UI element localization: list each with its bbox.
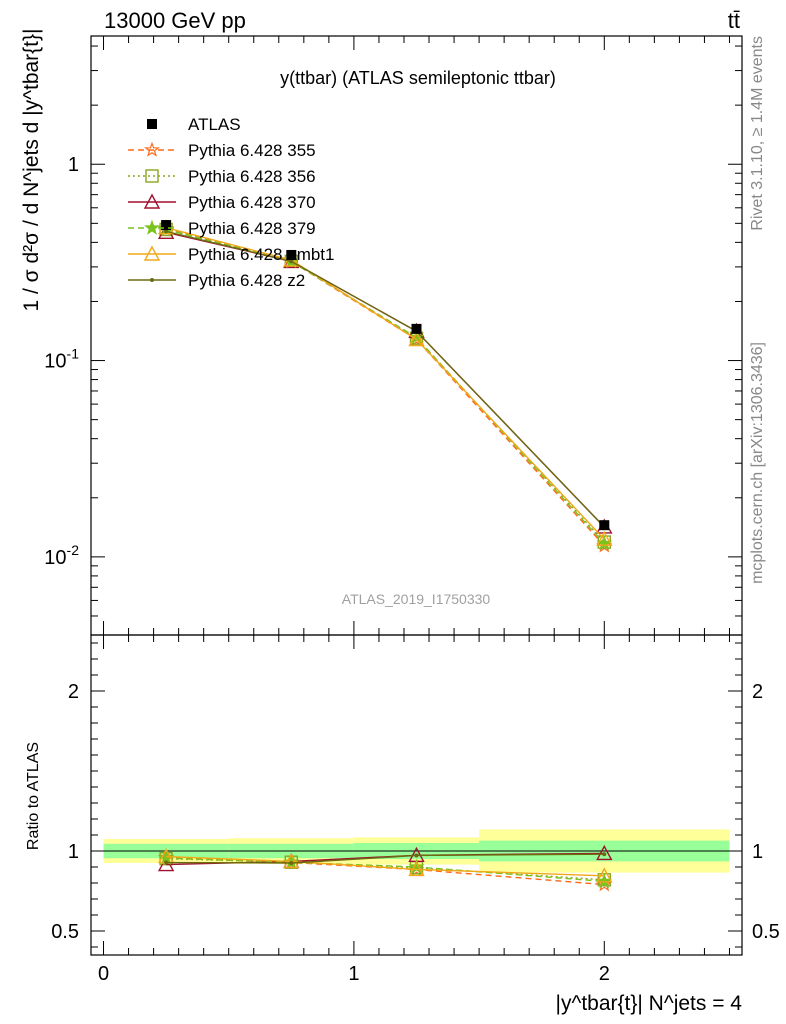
legend-series-5-label: Pythia 6.428 z2: [188, 271, 305, 290]
legend-series-0-marker: [144, 141, 160, 157]
series-5-ratio-point-2: [414, 853, 419, 858]
legend-atlas-marker: [147, 119, 157, 129]
x-tick-label-1: 1: [348, 963, 359, 985]
series-5-ratio-point-0: [164, 860, 169, 865]
header-left-label: 13000 GeV pp: [104, 8, 246, 33]
legend-series-1-marker: [145, 169, 159, 183]
rivet-version-label: Rivet 3.1.10, ≥ 1.4M events: [749, 36, 766, 231]
series-4-ratio-point-2: [408, 860, 425, 877]
main-series-group: [157, 219, 613, 553]
legend-series-2-label: Pythia 6.428 370: [188, 193, 316, 212]
series-4-ratio-point-1: [283, 852, 300, 869]
legend-series-4-marker: [143, 245, 161, 261]
series-4-ratio-point-3: [596, 867, 613, 883]
series-3-ratio-line: [166, 857, 605, 883]
main-y-tick-label-2: 1: [68, 154, 79, 176]
series-4-point-2: [408, 331, 425, 347]
series-4-ratio-line: [166, 855, 605, 877]
legend-series-5-marker: [150, 278, 154, 282]
ratio-y-axis-label: Ratio to ATLAS: [25, 742, 42, 850]
legend-atlas-label: ATLAS: [188, 115, 241, 134]
ratio-panel-frame: [90, 634, 743, 956]
axis-ticks: 0 1 2 0.5 0.5 1 1 2 2 10-2 10-1 1 ATLAS Pythia 6.428 …: [44, 36, 780, 985]
mcplots-label: mcplots.cern.ch [arXiv:1306.3436]: [749, 342, 766, 584]
ratio-y-tick-label-right-0.5: 0.5: [752, 921, 780, 943]
legend-series-1-label: Pythia 6.428 356: [188, 167, 316, 186]
legend-series-0-label: Pythia 6.428 355: [188, 141, 316, 160]
atlas-data-point-0: [161, 220, 172, 231]
atlas-data-point-3: [599, 520, 610, 531]
series-2-ratio-point-3: [596, 844, 613, 861]
header-right-label: tt̄: [728, 8, 740, 33]
ratio-y-tick-label-1: 1: [68, 841, 79, 863]
series-2-ratio-point-0: [157, 856, 175, 872]
series-5-point-0: [164, 229, 169, 234]
series-5-line: [165, 230, 605, 528]
panel-frames: [90, 35, 743, 956]
legend: [128, 119, 176, 282]
series-5-ratio-point-3: [602, 852, 607, 857]
x-axis-label: |y^tbar{t}| N^jets = 4: [556, 992, 743, 1015]
ratio-series-group: [157, 844, 613, 892]
atlas-data-point-2: [411, 323, 422, 334]
legend-series-2-marker: [143, 193, 161, 209]
series-5-ratio-point-1: [289, 861, 294, 865]
series-3-ratio-point-3: [596, 873, 613, 889]
legend-series-3-marker: [144, 219, 160, 235]
x-tick-label-2: 2: [599, 963, 610, 985]
series-5-point-1: [289, 259, 294, 264]
series-5-ratio-line: [166, 853, 605, 864]
x-tick-label-0: 0: [98, 963, 109, 985]
chart-title: y(ttbar) (ATLAS semileptonic ttbar): [280, 68, 556, 88]
watermark-label: ATLAS_2019_I1750330: [342, 591, 491, 607]
series-0-ratio-point-3: [596, 876, 613, 892]
ratio-y-tick-label-right-2: 2: [752, 681, 763, 703]
main-y-tick-label-1: 10-1: [44, 346, 79, 373]
series-4-point-3: [596, 530, 613, 546]
ratio-y-tick-label-2: 2: [68, 681, 79, 703]
legend-series-4-label: Pythia 6.428 ambt1: [188, 245, 334, 264]
atlas-data-point-1: [286, 249, 297, 260]
main-y-axis-label: 1 / σ d²σ / d N^jets d |y^tbar{t}|: [20, 29, 43, 312]
main-y-tick-label-0: 10-2: [44, 542, 79, 569]
ratio-y-tick-label-right-1: 1: [752, 841, 763, 863]
ratio-y-tick-label-0.5: 0.5: [51, 921, 79, 943]
series-4-line: [165, 227, 605, 540]
legend-series-3-label: Pythia 6.428 379: [188, 219, 316, 238]
